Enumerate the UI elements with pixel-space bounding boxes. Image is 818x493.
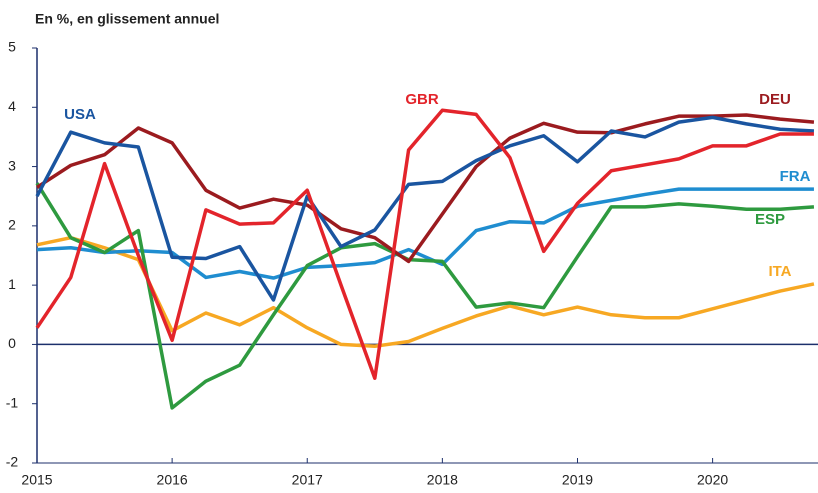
y-tick-label: 4 xyxy=(8,98,16,114)
series-line xyxy=(35,115,815,302)
series-label: ITA xyxy=(768,263,791,280)
series-line xyxy=(35,108,814,380)
y-tick-label: 3 xyxy=(8,157,16,173)
x-tick-label: 2019 xyxy=(562,472,593,488)
series-label: ESP xyxy=(755,211,785,228)
series-line xyxy=(36,187,814,280)
series-line xyxy=(36,235,815,348)
y-tick-label: 5 xyxy=(8,39,16,55)
x-tick-label: 2017 xyxy=(292,472,323,488)
series-label: DEU xyxy=(759,91,791,108)
series-line xyxy=(35,182,815,410)
series-line xyxy=(36,113,815,264)
y-tick-label: 0 xyxy=(8,335,16,351)
series-label: GBR xyxy=(405,91,439,108)
y-tick-label: 1 xyxy=(8,276,16,292)
x-tick-label: 2020 xyxy=(697,472,728,488)
series-label: FRA xyxy=(780,168,811,185)
x-tick-label: 2016 xyxy=(157,472,188,488)
y-tick-label: 2 xyxy=(8,217,16,233)
x-tick-label: 2015 xyxy=(21,472,52,488)
series-label: USA xyxy=(64,106,96,123)
chart-title: En %, en glissement annuel xyxy=(35,11,219,27)
x-tick-label: 2018 xyxy=(427,472,458,488)
y-tick-label: -2 xyxy=(6,454,19,470)
y-tick-label: -1 xyxy=(6,394,19,410)
